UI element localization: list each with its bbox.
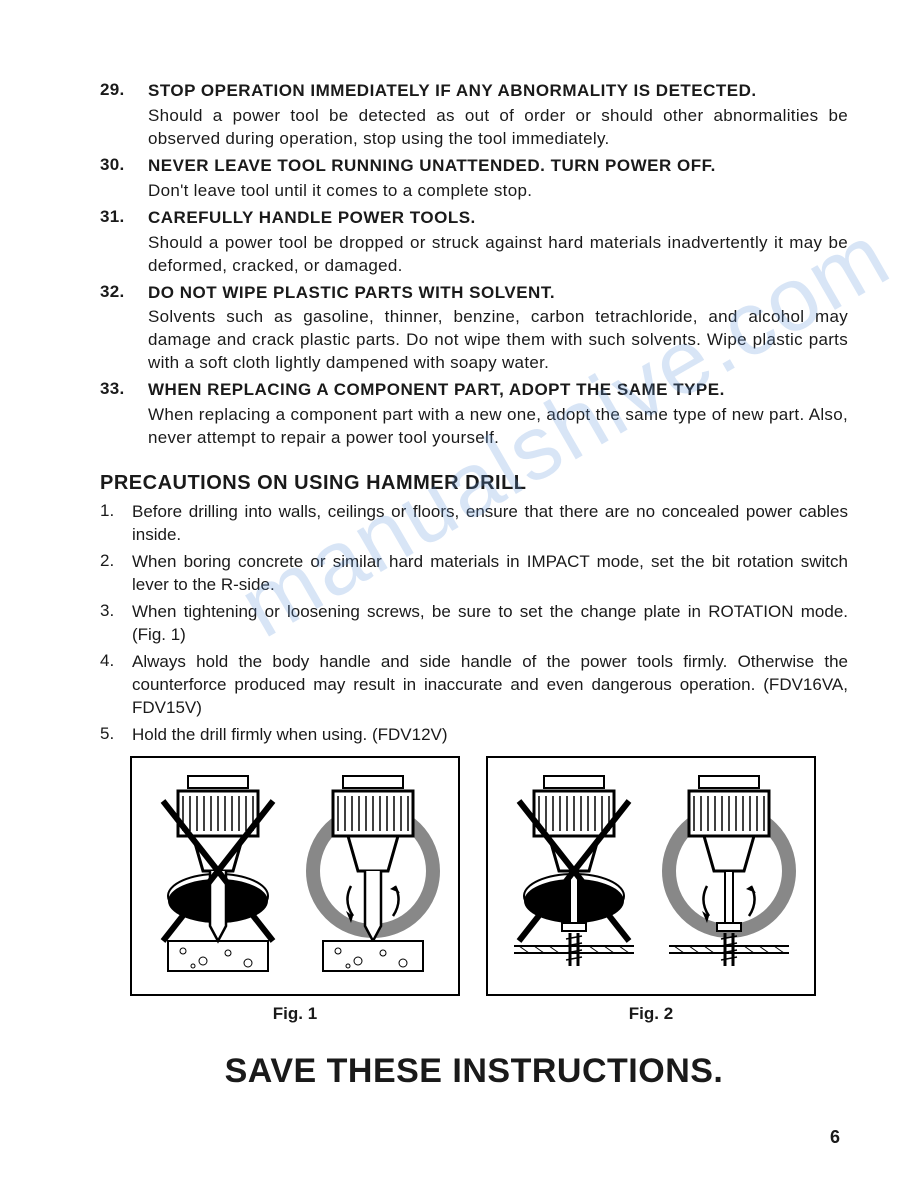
drill-correct-screw-icon: [659, 771, 799, 981]
item-heading: CAREFULLY HANDLE POWER TOOLS.: [148, 207, 848, 230]
item-number: 30.: [100, 155, 148, 203]
safety-item: 30. NEVER LEAVE TOOL RUNNING UNATTENDED.…: [100, 155, 848, 203]
item-heading: STOP OPERATION IMMEDIATELY IF ANY ABNORM…: [148, 80, 848, 103]
item-body: When replacing a component part with a n…: [148, 404, 848, 450]
precaution-item: 5. Hold the drill firmly when using. (FD…: [100, 724, 848, 747]
figure-2-box: [486, 756, 816, 996]
precaution-item: 3. When tightening or loosening screws, …: [100, 601, 848, 647]
safety-item: 31. CAREFULLY HANDLE POWER TOOLS. Should…: [100, 207, 848, 278]
item-number: 31.: [100, 207, 148, 278]
item-content: CAREFULLY HANDLE POWER TOOLS. Should a p…: [148, 207, 848, 278]
item-body: Should a power tool be detected as out o…: [148, 105, 848, 151]
item-content: WHEN REPLACING A COMPONENT PART, ADOPT T…: [148, 379, 848, 450]
save-instructions-heading: SAVE THESE INSTRUCTIONS.: [100, 1052, 848, 1091]
safety-item: 32. DO NOT WIPE PLASTIC PARTS WITH SOLVE…: [100, 282, 848, 376]
item-body: Solvents such as gasoline, thinner, benz…: [148, 306, 848, 375]
item-heading: DO NOT WIPE PLASTIC PARTS WITH SOLVENT.: [148, 282, 848, 305]
item-content: STOP OPERATION IMMEDIATELY IF ANY ABNORM…: [148, 80, 848, 151]
precaution-item: 1. Before drilling into walls, ceilings …: [100, 501, 848, 547]
item-heading: NEVER LEAVE TOOL RUNNING UNATTENDED. TUR…: [148, 155, 848, 178]
figure-2-container: Fig. 2: [486, 756, 816, 1024]
precaution-text: When boring concrete or similar hard mat…: [132, 551, 848, 597]
precautions-title: PRECAUTIONS ON USING HAMMER DRILL: [100, 472, 848, 495]
figure-1-box: [130, 756, 460, 996]
precaution-text: Hold the drill firmly when using. (FDV12…: [132, 724, 848, 747]
precaution-number: 2.: [100, 551, 132, 597]
figure-2-caption: Fig. 2: [486, 1004, 816, 1024]
item-body: Don't leave tool until it comes to a com…: [148, 180, 848, 203]
safety-instructions-list: 29. STOP OPERATION IMMEDIATELY IF ANY AB…: [100, 80, 848, 450]
precaution-item: 2. When boring concrete or similar hard …: [100, 551, 848, 597]
safety-item: 33. WHEN REPLACING A COMPONENT PART, ADO…: [100, 379, 848, 450]
item-number: 32.: [100, 282, 148, 376]
figure-1-container: Fig. 1: [130, 756, 460, 1024]
page-number: 6: [830, 1127, 840, 1148]
drill-wrong-concrete-icon: [148, 771, 288, 981]
precaution-number: 1.: [100, 501, 132, 547]
precaution-text: Always hold the body handle and side han…: [132, 651, 848, 720]
item-number: 33.: [100, 379, 148, 450]
item-heading: WHEN REPLACING A COMPONENT PART, ADOPT T…: [148, 379, 848, 402]
precaution-number: 3.: [100, 601, 132, 647]
item-content: DO NOT WIPE PLASTIC PARTS WITH SOLVENT. …: [148, 282, 848, 376]
precaution-text: Before drilling into walls, ceilings or …: [132, 501, 848, 547]
drill-correct-concrete-icon: [303, 771, 443, 981]
item-body: Should a power tool be dropped or struck…: [148, 232, 848, 278]
safety-item: 29. STOP OPERATION IMMEDIATELY IF ANY AB…: [100, 80, 848, 151]
precaution-item: 4. Always hold the body handle and side …: [100, 651, 848, 720]
precaution-text: When tightening or loosening screws, be …: [132, 601, 848, 647]
precaution-number: 4.: [100, 651, 132, 720]
figure-1-caption: Fig. 1: [130, 1004, 460, 1024]
precautions-list: 1. Before drilling into walls, ceilings …: [100, 501, 848, 746]
drill-wrong-screw-icon: [504, 771, 644, 981]
precaution-number: 5.: [100, 724, 132, 747]
figures-row: Fig. 1: [130, 756, 848, 1024]
item-number: 29.: [100, 80, 148, 151]
item-content: NEVER LEAVE TOOL RUNNING UNATTENDED. TUR…: [148, 155, 848, 203]
